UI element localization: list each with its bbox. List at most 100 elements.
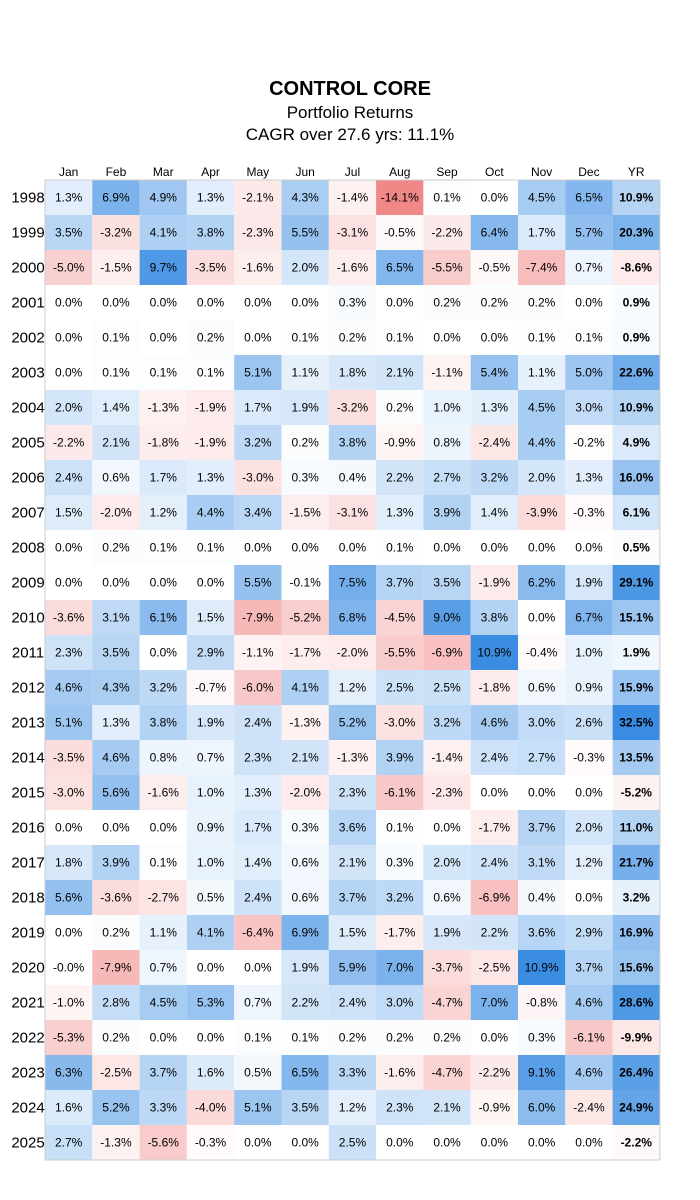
- heatmap-cell: [92, 705, 140, 740]
- heatmap-cell: [423, 740, 471, 775]
- cell-value-label: -2.0%: [337, 646, 369, 660]
- cell-value-label: 0.2%: [386, 401, 414, 415]
- cell-value-label: -1.9%: [479, 576, 511, 590]
- cell-value-label: -2.3%: [431, 786, 463, 800]
- cell-value-label: 4.9%: [150, 191, 178, 205]
- heatmap-cell: [565, 1090, 613, 1125]
- heatmap-cell: [376, 915, 424, 950]
- cell-value-label: 1.3%: [102, 716, 130, 730]
- cell-value-label: 0.2%: [339, 1031, 367, 1045]
- cell-value-label: 5.4%: [481, 366, 509, 380]
- cell-value-label: 0.1%: [528, 331, 556, 345]
- heatmap-cell: [92, 530, 140, 565]
- heatmap-cell: [565, 180, 613, 215]
- cell-value-label: 0.0%: [481, 786, 509, 800]
- heatmap-cell: [423, 565, 471, 600]
- cell-value-label: -1.3%: [148, 401, 180, 415]
- heatmap-cell: [565, 670, 613, 705]
- heatmap-cell: [376, 565, 424, 600]
- cell-value-label: 1.9%: [291, 401, 319, 415]
- heatmap-cell: [376, 810, 424, 845]
- cell-value-label: 9.1%: [528, 1066, 556, 1080]
- cell-value-label: 3.0%: [386, 996, 414, 1010]
- cell-value-label: 0.3%: [291, 821, 319, 835]
- heatmap-cell: [470, 1020, 518, 1055]
- cell-value-label: -3.7%: [431, 961, 463, 975]
- row-year-label: 2025: [11, 1135, 44, 1152]
- row-year-label: 2023: [11, 1065, 44, 1082]
- cell-value-label: -0.8%: [526, 996, 558, 1010]
- heatmap-cell: [92, 985, 140, 1020]
- heatmap-cell: [470, 915, 518, 950]
- cell-value-label: -3.0%: [384, 716, 416, 730]
- cell-value-label: 4.5%: [528, 191, 556, 205]
- cell-value-label: 2.3%: [339, 786, 367, 800]
- row-year-label: 2020: [11, 960, 44, 977]
- heatmap-cell: [376, 775, 424, 810]
- heatmap-cell: [376, 1020, 424, 1055]
- cell-value-label: -1.5%: [100, 261, 132, 275]
- cell-value-label: 0.2%: [433, 296, 461, 310]
- cell-value-label: -0.7%: [195, 681, 227, 695]
- heatmap-cell: [139, 250, 187, 285]
- cell-value-label: 21.7%: [619, 856, 653, 870]
- heatmap-cell: [518, 425, 566, 460]
- cell-value-label: 7.0%: [481, 996, 509, 1010]
- cell-value-label: 0.0%: [481, 331, 509, 345]
- cell-value-label: 5.5%: [291, 226, 319, 240]
- heatmap-cell: [470, 530, 518, 565]
- row-year-label: 2017: [11, 855, 44, 872]
- cell-value-label: 3.5%: [102, 646, 130, 660]
- cell-value-label: 4.9%: [623, 436, 651, 450]
- cagr-subtitle: CAGR over 27.6 yrs: 11.1%: [245, 125, 455, 144]
- cell-value-label: 5.1%: [244, 366, 272, 380]
- cell-value-label: 0.2%: [386, 1031, 414, 1045]
- heatmap-cell: [328, 1020, 377, 1055]
- heatmap-cell: [423, 460, 471, 495]
- heatmap-cell: [234, 460, 282, 495]
- cell-value-label: 2.0%: [55, 401, 83, 415]
- cell-value-label: 1.9%: [291, 961, 319, 975]
- cell-value-label: -2.0%: [100, 506, 132, 520]
- cell-value-label: -6.4%: [242, 926, 274, 940]
- cell-value-label: 0.6%: [291, 891, 319, 905]
- cell-value-label: 0.0%: [528, 786, 556, 800]
- cell-value-label: 0.7%: [575, 261, 603, 275]
- heatmap-cell: [470, 320, 518, 355]
- heatmap-cell: [92, 1055, 140, 1090]
- cell-value-label: 0.0%: [150, 821, 178, 835]
- cell-value-label: -7.9%: [242, 611, 274, 625]
- heatmap-cell: [518, 390, 566, 425]
- heatmap-cell: [470, 635, 518, 670]
- cell-value-label: -0.9%: [384, 436, 416, 450]
- cell-value-label: 0.1%: [150, 856, 178, 870]
- heatmap-cell: [328, 635, 377, 670]
- cell-value-label: -4.7%: [431, 1066, 463, 1080]
- heatmap-cell: [518, 180, 566, 215]
- heatmap-cell: [92, 390, 140, 425]
- heatmap-cell: [518, 985, 566, 1020]
- cell-value-label: -9.9%: [621, 1031, 653, 1045]
- cell-value-label: 1.0%: [197, 786, 225, 800]
- heatmap-cell: [45, 1020, 93, 1055]
- heatmap-cell: [328, 985, 377, 1020]
- heatmap-cell: [45, 880, 93, 915]
- column-header: Feb: [106, 165, 127, 179]
- heatmap-cell: [470, 775, 518, 810]
- heatmap-cell: [186, 985, 235, 1020]
- row-year-label: 2022: [11, 1030, 44, 1047]
- cell-value-label: 5.6%: [102, 786, 130, 800]
- heatmap-cell: [612, 355, 660, 390]
- cell-value-label: 4.3%: [102, 681, 130, 695]
- cell-value-label: 1.5%: [55, 506, 83, 520]
- heatmap-cell: [612, 845, 660, 880]
- column-header: Dec: [578, 165, 599, 179]
- heatmap-cell: [281, 530, 329, 565]
- cell-value-label: 0.9%: [623, 296, 651, 310]
- heatmap-cell: [470, 180, 518, 215]
- cell-value-label: 9.0%: [433, 611, 461, 625]
- heatmap-cell: [328, 250, 377, 285]
- cell-value-label: 0.0%: [102, 821, 130, 835]
- row-year-label: 2021: [11, 995, 44, 1012]
- cell-value-label: 2.3%: [244, 751, 272, 765]
